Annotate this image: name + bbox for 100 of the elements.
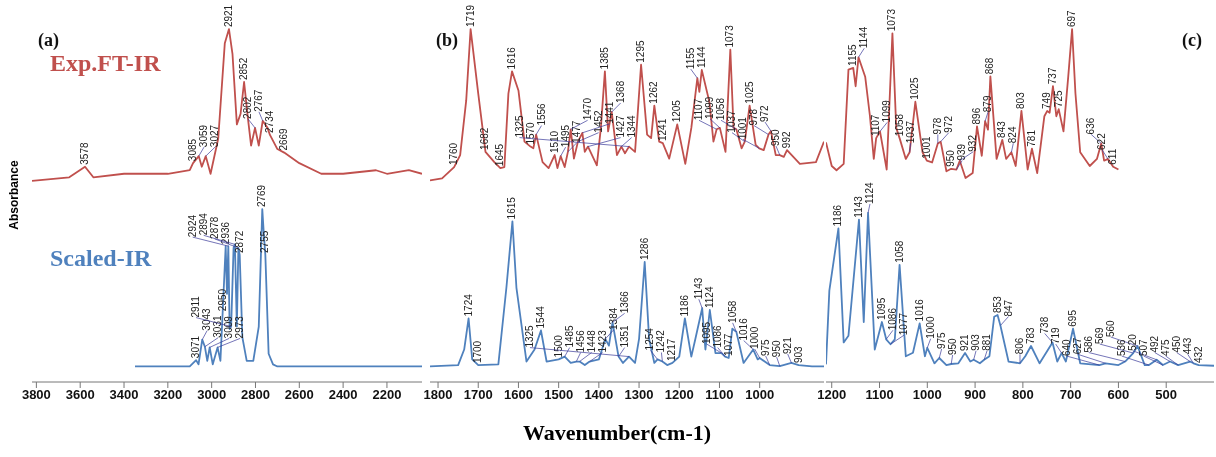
- annotation: 1325: [513, 114, 525, 138]
- x-tick-label: 1200: [817, 387, 847, 403]
- annotation: 868: [984, 57, 996, 75]
- annotation: 1205: [671, 99, 683, 123]
- x-tick-label: 1700: [463, 387, 493, 403]
- annotation: 1616: [506, 46, 518, 70]
- x-tick-label: 1600: [503, 387, 533, 403]
- annotation: 1037: [904, 120, 916, 144]
- annotation: 1124: [863, 182, 875, 204]
- annotation: 843: [996, 120, 1008, 138]
- annotation: 475: [1159, 338, 1171, 357]
- annotation: 950: [945, 149, 957, 167]
- annotation: 2973: [234, 315, 246, 339]
- annotation: 1073: [886, 8, 898, 32]
- x-tick-label: 500: [1155, 387, 1178, 403]
- annotation: 1423: [596, 329, 608, 353]
- annotation: 443: [1181, 337, 1193, 355]
- annotation: 1058: [893, 113, 905, 137]
- annotation: 921: [959, 333, 971, 352]
- annotation: 1485: [563, 324, 575, 348]
- annotation: 3085: [187, 138, 199, 162]
- annotation: 1724: [462, 293, 474, 317]
- annotation: 520: [1126, 333, 1138, 351]
- annotation: 1556: [535, 102, 547, 126]
- annotation: 1016: [913, 298, 925, 322]
- annotation: 1058: [715, 97, 727, 121]
- annotation: 1000: [748, 326, 760, 349]
- annotation: 1144: [858, 26, 870, 49]
- x-tick-label: 3000: [197, 387, 227, 403]
- annotation: 3071: [190, 335, 202, 359]
- annotation: (b): [436, 30, 458, 51]
- x-tick-label: 2800: [241, 387, 270, 403]
- annotation: 3009: [223, 315, 235, 339]
- x-tick-label: 1100: [705, 387, 734, 403]
- annotation: 2894: [197, 212, 209, 236]
- annotation: 853: [991, 295, 1003, 313]
- annotation: 749: [1041, 91, 1053, 109]
- annotation: 1452: [592, 109, 604, 133]
- x-tick-label: 3400: [109, 387, 139, 403]
- annotation: 972: [759, 104, 771, 123]
- annotation: 1086: [886, 307, 898, 331]
- annotation: 432: [1192, 345, 1204, 364]
- text: Exp.FT-IR: [50, 50, 161, 77]
- annotation: 1344: [625, 114, 637, 138]
- annotation: 507: [1137, 338, 1149, 357]
- annotation: 1099: [881, 99, 893, 123]
- annotation: 1077: [897, 312, 909, 336]
- annotation: 1477: [570, 120, 582, 143]
- annotation: 569: [1093, 326, 1105, 345]
- annotation: 1682: [479, 127, 491, 150]
- annotation: 2950: [216, 288, 228, 312]
- annotation: 3031: [212, 315, 224, 338]
- annotation: 1495: [559, 124, 571, 148]
- annotation: 1700: [472, 340, 484, 364]
- annotation: 1448: [585, 329, 597, 353]
- annotation: 1500: [552, 334, 564, 358]
- x-tick-label: 600: [1107, 387, 1130, 403]
- annotation: 1441: [603, 101, 615, 124]
- annotation: 847: [1002, 299, 1014, 317]
- annotation: 1107: [870, 114, 882, 137]
- annotation: 1073: [724, 24, 736, 48]
- annotation: 950: [770, 339, 782, 358]
- x-tick-label: 1800: [423, 387, 453, 403]
- annotation: 1325: [523, 324, 535, 348]
- annotation: 1470: [581, 97, 593, 121]
- annotation: 939: [956, 143, 968, 161]
- annotation: 781: [1025, 129, 1037, 147]
- annotation: 611: [1107, 148, 1119, 165]
- annotation: 450: [1170, 335, 1182, 353]
- x-tick-label: 1300: [624, 387, 654, 403]
- annotation: 1186: [832, 204, 844, 227]
- annotation: 1242: [655, 329, 667, 353]
- x-tick-label: 1400: [584, 387, 614, 403]
- annotation: 803: [1015, 91, 1027, 109]
- annotation: 1254: [644, 327, 656, 351]
- annotation: 1262: [648, 80, 660, 104]
- annotation: 1544: [534, 305, 546, 329]
- annotation: 695: [1067, 309, 1079, 327]
- annotation: 2872: [233, 230, 245, 253]
- annotation: 2936: [219, 221, 231, 245]
- x-tick-label: 1100: [865, 387, 894, 403]
- annotation: 932: [967, 134, 979, 152]
- annotation: 1510: [548, 130, 560, 154]
- annotation: 921: [781, 336, 793, 354]
- annotation: 1143: [692, 277, 704, 300]
- annotation: 560: [1104, 319, 1116, 337]
- annotation: 492: [1148, 335, 1160, 353]
- y-axis-title: Absorbance: [7, 160, 21, 230]
- annotation: 697: [1066, 9, 1078, 28]
- annotation: 3578: [79, 142, 91, 165]
- x-tick-label: 1200: [664, 387, 694, 403]
- annotation: 2767: [252, 89, 264, 112]
- annotation: 725: [1052, 90, 1064, 108]
- annotation: 1615: [506, 196, 518, 220]
- annotation: 1086: [711, 324, 723, 348]
- annotation: 2734: [263, 110, 275, 133]
- annotation: 1016: [737, 317, 749, 341]
- annotation: 1186: [678, 294, 690, 317]
- annotation: 738: [1038, 316, 1050, 334]
- annotation: 1286: [638, 237, 650, 260]
